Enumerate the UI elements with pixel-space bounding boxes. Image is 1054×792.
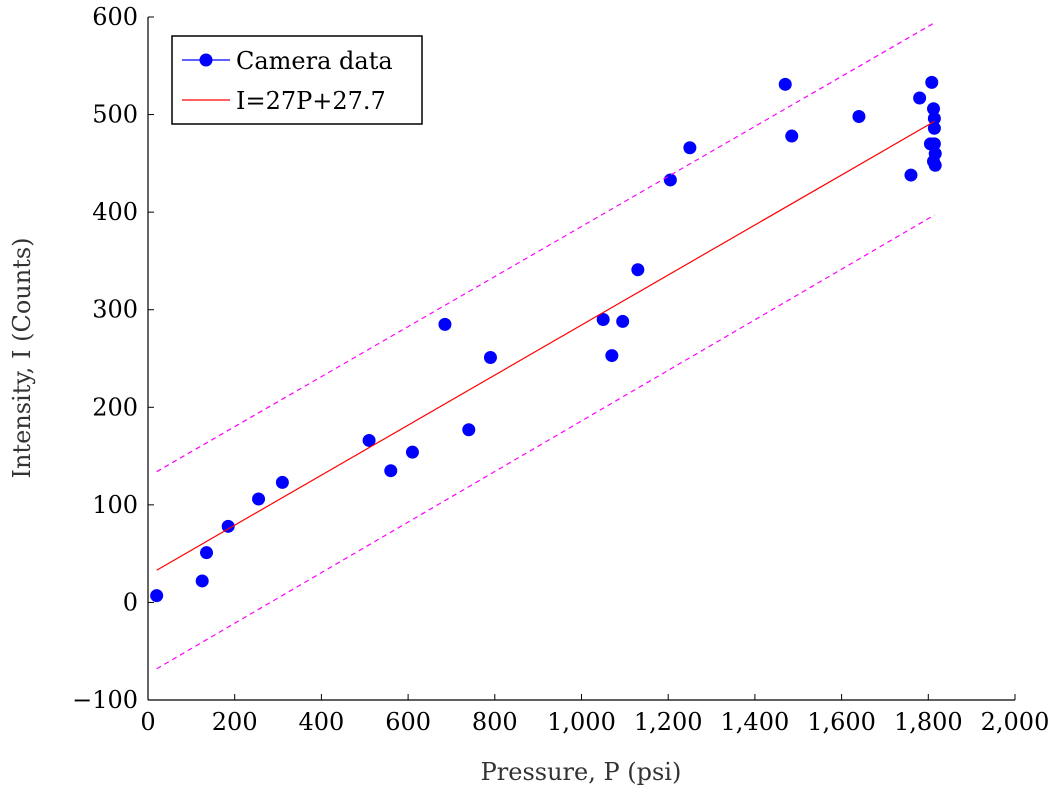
x-tick-label: 200 bbox=[212, 708, 258, 736]
data-point bbox=[683, 141, 697, 155]
y-tick-label: 400 bbox=[92, 198, 138, 226]
data-point bbox=[778, 77, 792, 91]
bound-line bbox=[156, 22, 935, 473]
y-tick-label: 500 bbox=[92, 101, 138, 129]
data-point bbox=[483, 351, 497, 365]
data-point bbox=[927, 121, 941, 135]
x-tick-label: 1,600 bbox=[807, 708, 876, 736]
data-point bbox=[200, 546, 214, 560]
data-point bbox=[405, 445, 419, 459]
x-tick-label: 1,200 bbox=[634, 708, 703, 736]
legend-box bbox=[171, 35, 423, 125]
x-tick-label: 1,800 bbox=[894, 708, 963, 736]
data-point bbox=[596, 312, 610, 326]
y-tick-label: 200 bbox=[92, 393, 138, 421]
plot-marks bbox=[150, 22, 942, 670]
data-point bbox=[275, 475, 289, 489]
data-point bbox=[252, 492, 266, 506]
data-point bbox=[631, 263, 645, 277]
data-point bbox=[150, 589, 164, 603]
data-point bbox=[925, 75, 939, 89]
y-tick-label: 100 bbox=[92, 491, 138, 519]
data-point bbox=[462, 423, 476, 437]
data-point bbox=[785, 129, 799, 143]
x-axis-label: Pressure, P (psi) bbox=[481, 758, 682, 786]
bound-line bbox=[156, 214, 935, 670]
data-point bbox=[928, 147, 942, 161]
data-point bbox=[605, 349, 619, 363]
axes: 0 200 400 600 800 1,000 1,200 1,400 1,600 1,800 2,… bbox=[72, 3, 1049, 736]
data-point bbox=[904, 168, 918, 182]
data-point bbox=[927, 111, 941, 125]
x-tick-label: 800 bbox=[472, 708, 518, 736]
data-point bbox=[195, 574, 209, 588]
data-point bbox=[221, 519, 235, 533]
data-point bbox=[384, 464, 398, 478]
data-point bbox=[852, 110, 866, 124]
x-tick-label: 0 bbox=[140, 708, 155, 736]
legend-label-fit-line: I=27P+27.7 bbox=[236, 87, 386, 115]
x-tick-label: 400 bbox=[298, 708, 344, 736]
x-tick-label: 600 bbox=[385, 708, 431, 736]
data-point bbox=[928, 158, 942, 172]
y-axis-label: Intensity, I (Counts) bbox=[8, 237, 36, 478]
y-tick-label: 300 bbox=[92, 296, 138, 324]
data-point bbox=[663, 173, 677, 187]
data-point bbox=[927, 102, 941, 116]
y-tick-label: 600 bbox=[92, 3, 138, 31]
fit-line bbox=[156, 120, 935, 571]
data-point bbox=[362, 433, 376, 447]
x-tick-label: 1,400 bbox=[721, 708, 790, 736]
data-point bbox=[927, 137, 941, 151]
legend-label-camera-data: Camera data bbox=[236, 47, 393, 75]
x-tick-label: 1,000 bbox=[547, 708, 616, 736]
x-tick-label: 2,000 bbox=[981, 708, 1050, 736]
data-point bbox=[616, 314, 630, 328]
y-tick-label: −100 bbox=[72, 686, 138, 714]
data-point bbox=[438, 317, 452, 331]
y-tick-label: 0 bbox=[123, 588, 138, 616]
legend-marker-camera-data bbox=[199, 53, 213, 67]
data-point bbox=[913, 91, 927, 105]
legend: Camera data I=27P+27.7 bbox=[171, 35, 423, 125]
